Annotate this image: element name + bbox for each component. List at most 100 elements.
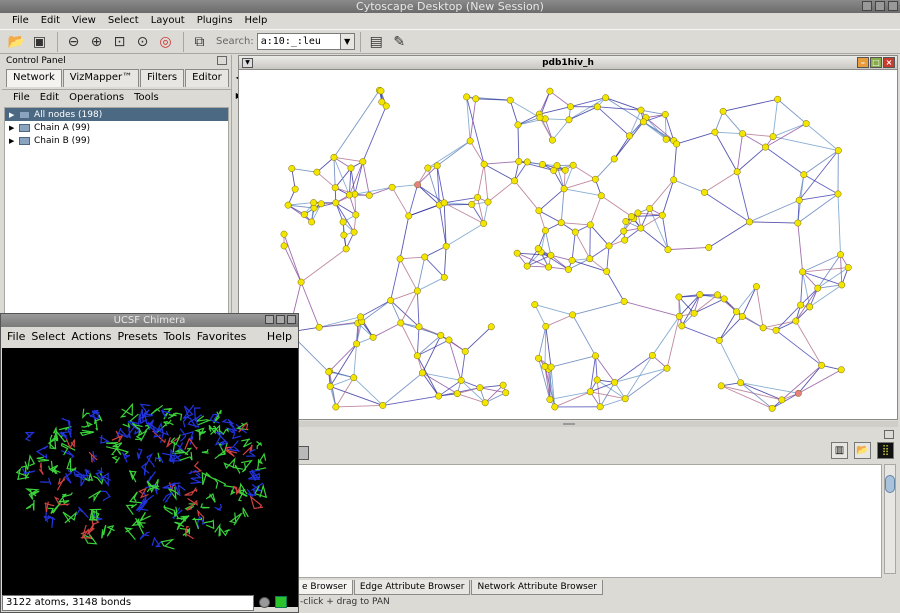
attribute-table[interactable] [295,464,882,578]
network-node [806,303,814,311]
cp-menu-file[interactable]: File [13,92,30,103]
menu-layout[interactable]: Layout [150,15,185,26]
cp-menu-edit[interactable]: Edit [39,92,60,103]
maximize-icon[interactable]: □ [870,57,882,68]
tab-editor[interactable]: Editor [185,69,229,87]
chimera-menu-favorites[interactable]: Favorites [196,330,247,343]
network-edge [719,316,743,341]
network-view-title: pdb1hiv_h [542,58,594,68]
molecule-bond [213,409,222,424]
menu-view[interactable]: View [72,15,96,26]
network-node [310,199,318,207]
network-edge [795,320,822,366]
network-node [326,382,334,390]
network-edge [797,222,804,272]
network-edge [802,271,819,289]
molecule-bond [146,479,159,493]
search-input[interactable] [256,33,341,50]
network-node [551,403,559,411]
minimize-icon[interactable]: – [857,57,869,68]
menu-file[interactable]: File [12,15,29,26]
network-node [352,211,360,219]
network-node [535,207,543,215]
import-folder-icon[interactable]: 📂 [854,442,871,459]
maximize-icon[interactable] [276,315,285,324]
chimera-menu-tools[interactable]: Tools [163,330,191,343]
network-list-icon[interactable]: ▤ [369,33,383,50]
expand-arrow-icon[interactable]: ▶ [9,110,15,119]
network-node [280,242,288,250]
cp-menu-tools[interactable]: Tools [134,92,159,103]
tree-item-chain-a[interactable]: ▶ Chain A (99) [5,121,228,134]
network-edge [802,271,811,308]
menu-select[interactable]: Select [107,15,139,26]
tab-node-attribute-browser[interactable]: e Browser [296,580,353,595]
zoom-in-icon[interactable]: ⊕ [90,33,103,50]
maximize-button[interactable] [875,1,885,11]
layout-icon[interactable]: ⧉ [194,33,205,50]
network-edge [427,167,440,206]
expand-arrow-icon[interactable]: ▶ [9,123,15,132]
menu-help[interactable]: Help [244,15,268,26]
network-edge [460,351,466,381]
float-panel-icon[interactable] [217,56,227,65]
close-button[interactable] [888,1,898,11]
chimera-menu-presets[interactable]: Presets [117,330,158,343]
network-edge [300,248,347,283]
network-edge [563,188,602,197]
chimera-menu-help[interactable]: Help [266,330,292,343]
splitter-handle[interactable] [238,421,898,427]
menu-plugins[interactable]: Plugins [196,15,233,26]
window-menu-icon[interactable]: ▼ [242,58,253,68]
save-icon[interactable]: ▣ [32,33,47,50]
minimize-icon[interactable] [265,315,274,324]
zoom-fit-icon[interactable]: ⊡ [113,33,126,50]
network-node [466,137,474,145]
network-edge [427,140,471,169]
chimera-menu-select[interactable]: Select [31,330,66,343]
folder-icon [19,136,30,145]
cp-menu-operations[interactable]: Operations [69,92,125,103]
open-folder-icon[interactable]: 📂 [7,33,26,50]
chimera-menubar: File Select Actions Presets Tools Favori… [1,327,298,347]
edit-network-icon[interactable]: ✎ [393,33,406,50]
expand-arrow-icon[interactable]: ▶ [9,136,15,145]
tab-vizmapper[interactable]: VizMapper™ [62,69,140,87]
zoom-selected-icon[interactable]: ⊙ [136,33,149,50]
scrollbar-thumb[interactable] [885,475,895,493]
close-icon[interactable]: × [883,57,895,68]
matrix-icon[interactable]: ⣿ [877,442,894,459]
tree-item-all-nodes[interactable]: ▶ All nodes (198) [5,108,228,121]
network-edge [771,392,799,409]
molecule-bond [224,446,238,457]
network-edge [629,109,642,137]
menu-edit[interactable]: Edit [40,15,61,26]
attribute-list-icon[interactable]: ▥ [831,442,848,459]
tree-item-label: Chain B (99) [34,135,91,146]
network-node [357,313,364,321]
molecule-bond [58,431,71,440]
minimize-button[interactable] [862,1,872,11]
chevron-down-icon[interactable]: ▼ [340,33,355,50]
zoom-out-icon[interactable]: ⊖ [67,33,80,50]
network-node [797,301,805,309]
float-panel-icon[interactable] [884,430,894,439]
tab-network-attribute-browser[interactable]: Network Attribute Browser [471,580,603,595]
molecule-3d-view[interactable] [2,348,298,607]
network-canvas[interactable] [239,70,897,419]
command-line-icon[interactable] [275,596,287,608]
network-node [844,264,852,272]
close-icon[interactable] [287,315,296,324]
tab-filters[interactable]: Filters [140,69,185,87]
tab-edge-attribute-browser[interactable]: Edge Attribute Browser [353,580,471,595]
network-edge [390,300,420,328]
settings-icon[interactable] [259,597,270,608]
tab-network[interactable]: Network [6,69,62,87]
network-edge [723,98,778,112]
vertical-scrollbar[interactable] [884,464,896,574]
help-lifebuoy-icon[interactable]: ◎ [159,33,172,50]
tree-item-chain-b[interactable]: ▶ Chain B (99) [5,134,228,147]
network-node [484,198,492,206]
chimera-menu-file[interactable]: File [7,330,26,343]
chimera-menu-actions[interactable]: Actions [71,330,112,343]
